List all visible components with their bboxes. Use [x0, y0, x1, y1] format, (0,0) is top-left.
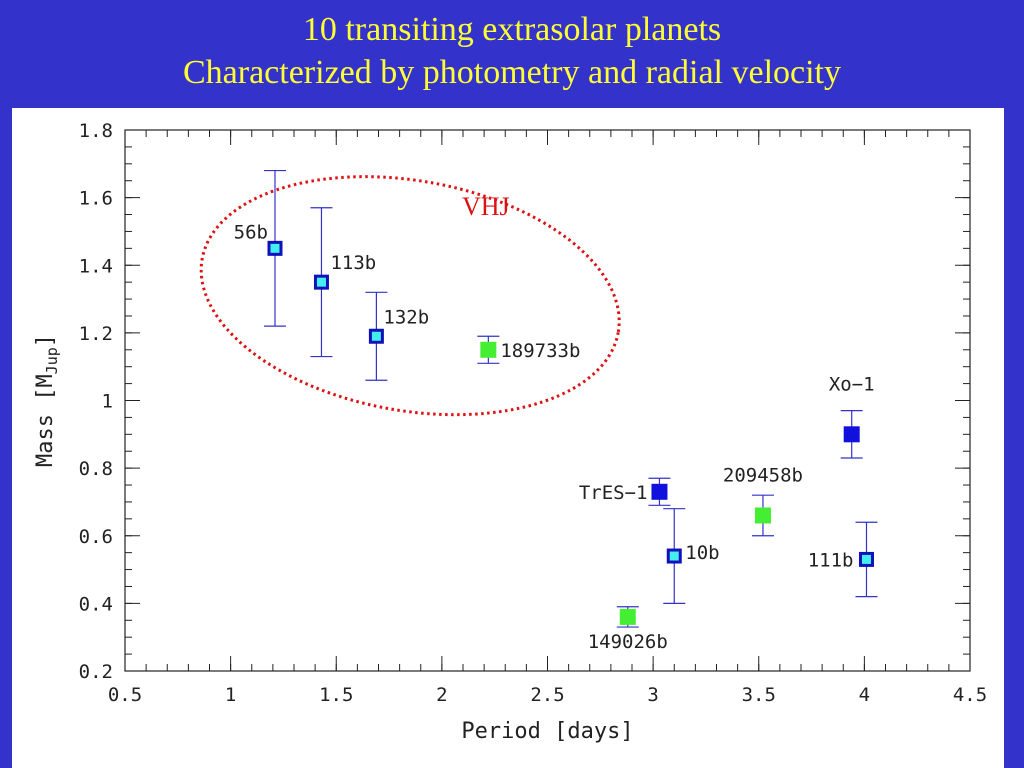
- x-tick-label: 0.5: [108, 684, 142, 706]
- x-tick-label: 3.5: [742, 684, 776, 706]
- point-label: 10b: [685, 542, 719, 564]
- marker-Xo−1: [843, 426, 860, 443]
- plot-frame: [124, 129, 971, 672]
- y-tick-label: 1.4: [79, 255, 113, 277]
- y-tick-label: 0.4: [79, 593, 113, 615]
- markers: [267, 240, 874, 625]
- y-tick-label: 1.2: [79, 323, 113, 345]
- point-label: 209458b: [723, 464, 803, 486]
- title-line-2: Characterized by photometry and radial v…: [182, 54, 842, 91]
- y-tick-label: 0.2: [79, 661, 113, 683]
- marker-10b: [666, 548, 682, 564]
- marker-209458b: [754, 507, 771, 524]
- point-label: 56b: [234, 221, 268, 243]
- x-tick-label: 4.5: [953, 684, 987, 706]
- marker-56b: [267, 240, 283, 256]
- y-tick-label: 1.6: [79, 188, 113, 210]
- x-tick-label: 3: [647, 684, 658, 706]
- y-axis-label-sub: Jup: [43, 347, 61, 374]
- marker-113b: [313, 274, 329, 290]
- y-axis-label-end: ]: [33, 334, 58, 347]
- errorbars: [263, 169, 878, 628]
- point-label: 149026b: [588, 631, 668, 653]
- y-axis-label-main: Mass [M: [33, 374, 58, 467]
- title-line-1: 10 transiting extrasolar planets: [302, 11, 722, 48]
- point-label: 189733b: [500, 340, 580, 362]
- plot-panel: 0.5 1 1.5 2 2.5 3 3.5 4 4.5 0.2 0.4 0.6 0.8 1 1.2 1.4 1.…: [12, 108, 1004, 768]
- tick-labels: 0.5 1 1.5 2 2.5 3 3.5 4 4.5 0.2 0.4 0.6 0.8 1 1.2 1.4 1.…: [79, 120, 987, 706]
- point-label: 111b: [808, 549, 854, 571]
- point-label: Xo−1: [829, 373, 875, 395]
- y-tick-label: 0.6: [79, 526, 113, 548]
- vhj-label: VHJ: [462, 192, 510, 221]
- marker-132b: [368, 328, 384, 344]
- x-tick-label: 1.5: [319, 684, 353, 706]
- point-labels: 56b 113b 132b 189733b Xo−1 209458b TrES−1 10b 11…: [234, 221, 875, 653]
- y-tick-label: 1: [102, 391, 113, 413]
- x-tick-label: 1: [225, 684, 236, 706]
- x-tick-label: 2.5: [530, 684, 564, 706]
- y-tick-label: 1.8: [79, 120, 113, 142]
- point-label: TrES−1: [579, 482, 648, 504]
- marker-111b: [858, 551, 874, 567]
- scatter-chart: 0.5 1 1.5 2 2.5 3 3.5 4 4.5 0.2 0.4 0.6 0.8 1 1.2 1.4 1.…: [33, 120, 987, 744]
- x-tick-label: 2: [436, 684, 447, 706]
- point-label: 132b: [383, 306, 429, 328]
- y-tick-label: 0.8: [79, 458, 113, 480]
- vhj-region-ellipse: [199, 175, 621, 417]
- marker-TrES−1: [651, 483, 668, 500]
- y-axis-label: Mass [MJup]: [33, 334, 61, 467]
- marker-149026b: [619, 608, 636, 625]
- x-tick-label: 4: [859, 684, 870, 706]
- x-axis-label: Period [days]: [461, 719, 633, 744]
- marker-189733b: [480, 341, 497, 358]
- point-label: 113b: [330, 252, 376, 274]
- slide-title: 10 transiting extrasolar planets Charact…: [0, 8, 1024, 94]
